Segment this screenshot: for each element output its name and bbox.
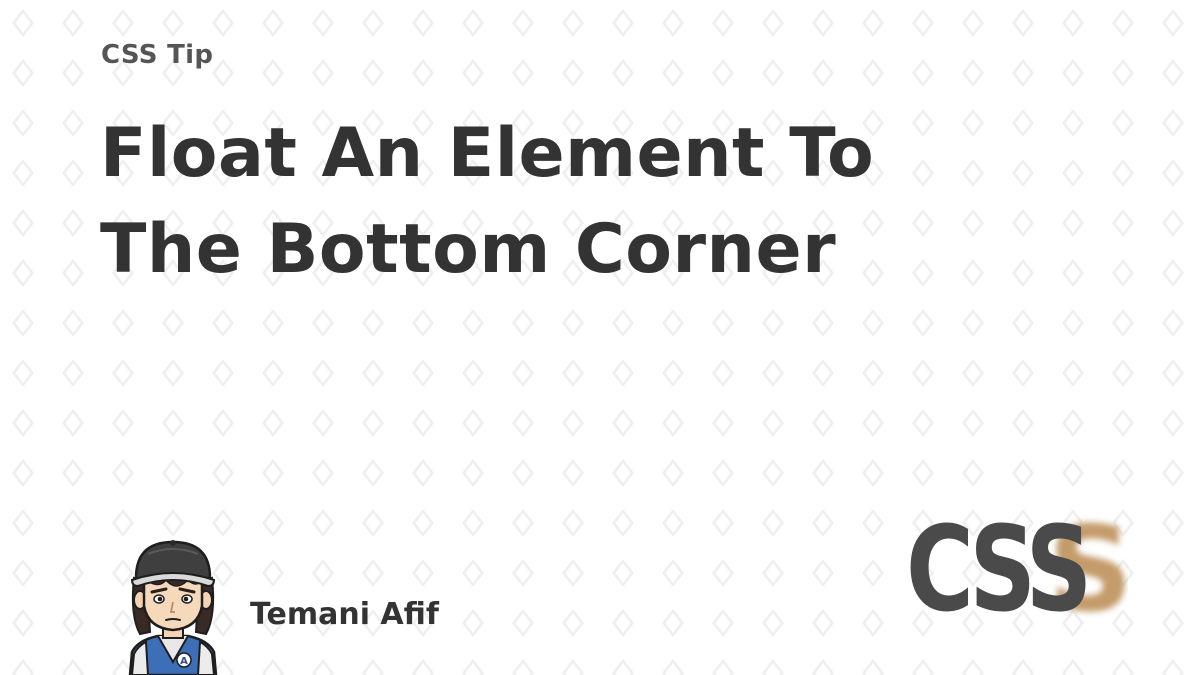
logo-text: CSS (906, 500, 1086, 630)
svg-text:S: S (1048, 500, 1125, 630)
page-title: Float An Element To The Bottom Corner (100, 106, 1100, 298)
css-logo-icon: S CSS (906, 500, 1128, 630)
avatar-badge-letter: A (180, 656, 188, 667)
eyebrow-label: CSS Tip (101, 40, 214, 70)
title-line-1: Float An Element To (100, 114, 875, 193)
author-name: Temani Afif (250, 597, 439, 632)
title-line-2: The Bottom Corner (100, 210, 837, 289)
author-avatar-icon: A (128, 540, 218, 675)
